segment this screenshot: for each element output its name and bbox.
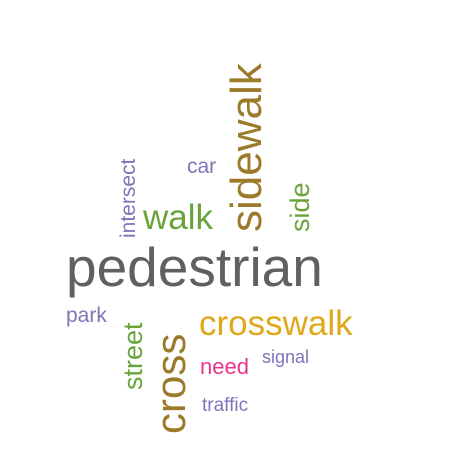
word-signal: signal [262, 347, 310, 367]
word-cross: cross [147, 333, 194, 434]
word-walk: walk [143, 198, 214, 237]
word-park: park [66, 304, 107, 327]
word-need: need [200, 354, 249, 379]
word-street: street [118, 322, 148, 390]
word-car: car [187, 155, 217, 178]
word-traffic: traffic [202, 395, 249, 416]
word-pedestrian: pedestrian [66, 236, 323, 298]
word-sidewalk: sidewalk [222, 63, 271, 232]
word-crosswalk: crosswalk [199, 304, 353, 343]
word-side: side [285, 182, 315, 232]
word-intersect: intersect [117, 158, 140, 238]
